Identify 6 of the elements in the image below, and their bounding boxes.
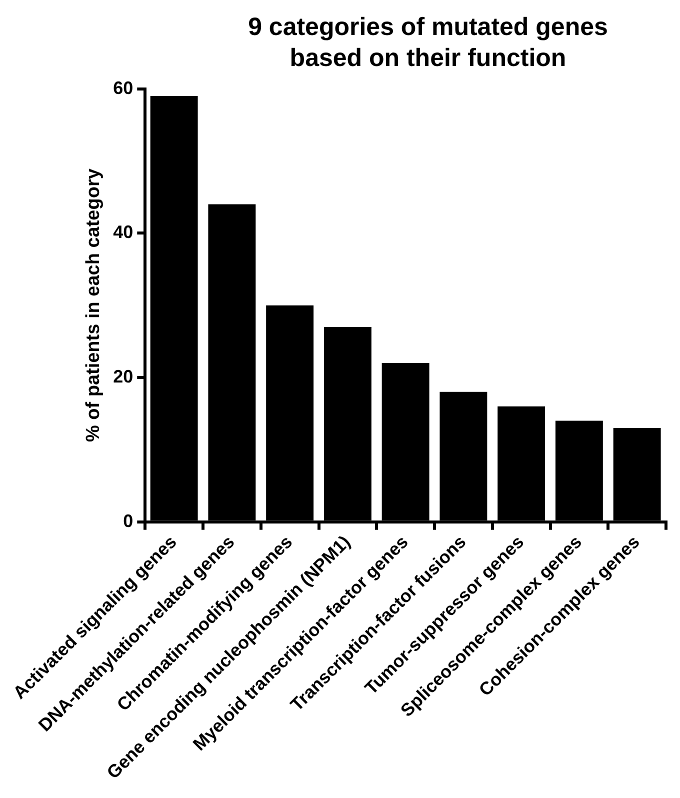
y-axis-title: % of patients in each category (82, 168, 104, 442)
y-tick-label: 0 (123, 510, 134, 531)
chart-title: 9 categories of mutated genes based on their function (247, 12, 609, 74)
y-tick-label: 60 (113, 78, 134, 98)
y-tick-label: 20 (113, 366, 134, 386)
y-tick-label: 40 (113, 222, 134, 242)
